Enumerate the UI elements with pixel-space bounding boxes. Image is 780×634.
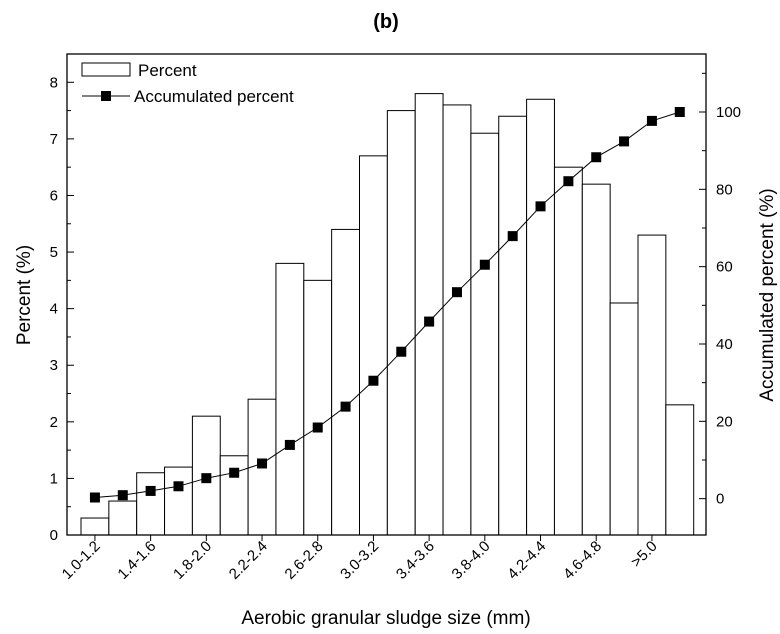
x-tick-label: 1.4-1.6 [114,538,159,583]
bar [665,404,695,536]
bar [136,472,166,536]
bar [386,110,416,536]
x-tick-label: 3.4-3.6 [393,538,438,583]
y-tick-label: 2 [50,414,58,431]
accumulated-point [312,422,323,433]
accumulated-point [117,490,128,501]
bar [108,500,138,536]
bar [331,228,360,536]
accumulated-point [89,492,100,503]
bar [275,262,305,536]
y2-tick-label: 80 [716,181,733,198]
accumulated-point [340,401,351,412]
accumulated-point [396,346,407,357]
accumulated-point [284,439,295,450]
accumulated-line [94,111,680,498]
y2-tick-label: 60 [716,259,733,276]
bar [609,302,639,536]
bar [164,466,193,536]
y-axis-title: Percent (%) [14,245,35,345]
legend-label-percent: Percent [138,61,197,80]
accumulated-point [563,176,574,187]
bar [526,98,555,536]
y2-tick-label: 100 [716,104,741,121]
accumulated-point [201,473,212,484]
bar [414,93,444,536]
x-tick-label: >5.0 [628,538,661,571]
x-tick-label: 3.8-4.0 [449,538,494,583]
x-tick-label: 2.2-2.4 [226,538,271,583]
accumulated-point [229,467,240,478]
bar [470,132,500,536]
accumulated-point [646,115,657,126]
bar [80,517,110,536]
accumulated-point [368,375,379,386]
x-axis-title: Aerobic granular sludge size (mm) [241,608,530,629]
y2-tick-label: 0 [716,491,724,508]
legend: Percent Accumulated percent [81,61,294,106]
y-tick-label: 1 [50,470,58,487]
bar [553,166,583,536]
accumulated-point [145,485,156,496]
accumulated-point [451,287,462,298]
x-tick-label: 3.0-3.2 [337,538,382,583]
x-tick-label: 2.6-2.8 [282,538,327,583]
y2-axis-title: Accumulated percent (%) [757,188,778,401]
y-tick-label: 4 [50,301,58,318]
accumulated-point [674,106,685,117]
accumulated-point [535,201,546,212]
accumulated-point [619,136,630,147]
plot-frame [66,53,707,536]
bar [581,183,611,536]
bar [303,279,333,536]
bar [498,115,528,536]
chart-title: (b) [373,11,399,33]
legend-bar-swatch [81,62,131,77]
bar [637,234,667,536]
accumulated-point [257,458,268,469]
x-tick-label: 4.6-4.8 [560,538,605,583]
legend-marker-swatch [101,91,111,101]
x-tick-label: 4.2-4.4 [504,538,549,583]
bar [442,104,472,536]
bar [359,155,388,536]
y-tick-label: 3 [50,357,58,374]
bar [219,455,249,536]
y-tick-label: 5 [50,244,58,261]
legend-label-accumulated: Accumulated percent [134,87,294,106]
x-tick-label: 1.0-1.2 [59,538,104,583]
accumulated-point [591,152,602,163]
accumulated-point [173,481,184,492]
x-tick-label: 1.8-2.0 [170,538,215,583]
accumulated-point [424,316,435,327]
y-tick-label: 7 [50,131,58,148]
y-tick-label: 8 [50,74,58,91]
accumulated-point [479,259,490,270]
y-tick-label: 6 [50,187,58,204]
accumulated-point [507,231,518,242]
y-tick-label: 0 [50,527,58,544]
y2-tick-label: 20 [716,413,733,430]
y2-tick-label: 40 [716,336,733,353]
